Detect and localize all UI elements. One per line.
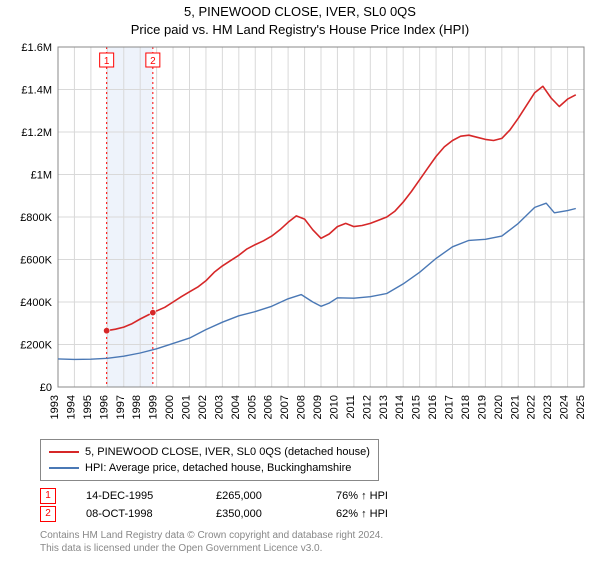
svg-text:2009: 2009 (312, 395, 324, 419)
legend-label: HPI: Average price, detached house, Buck… (85, 460, 351, 476)
svg-text:2001: 2001 (181, 395, 193, 419)
svg-text:1: 1 (104, 56, 110, 67)
svg-text:2002: 2002 (197, 395, 209, 419)
page-title-subtitle: Price paid vs. HM Land Registry's House … (0, 22, 600, 37)
svg-text:2008: 2008 (296, 395, 308, 419)
legend: 5, PINEWOOD CLOSE, IVER, SL0 0QS (detach… (40, 439, 379, 481)
price-chart: £0 £200K £400K £600K £800K £1M £1.2M £1.4M £1.6M… (10, 43, 590, 435)
svg-text:£1.2M: £1.2M (21, 127, 52, 139)
svg-text:£600K: £600K (20, 255, 52, 267)
svg-text:2006: 2006 (263, 395, 275, 419)
page-title-address: 5, PINEWOOD CLOSE, IVER, SL0 0QS (0, 4, 600, 19)
svg-text:1996: 1996 (98, 395, 110, 419)
svg-text:2016: 2016 (427, 395, 439, 419)
svg-text:2005: 2005 (246, 395, 258, 419)
svg-text:2017: 2017 (444, 395, 456, 419)
svg-text:2025: 2025 (575, 395, 587, 419)
svg-text:1999: 1999 (148, 395, 160, 419)
sale-row: 1 14-DEC-1995 £265,000 76% ↑ HPI (40, 487, 600, 505)
svg-text:£200K: £200K (20, 340, 52, 352)
svg-text:1997: 1997 (115, 395, 127, 419)
svg-text:2020: 2020 (493, 395, 505, 419)
sale-delta: 62% ↑ HPI (336, 505, 388, 523)
legend-swatch (49, 451, 79, 453)
svg-text:2014: 2014 (394, 395, 406, 419)
sale-delta: 76% ↑ HPI (336, 487, 388, 505)
svg-text:2023: 2023 (542, 395, 554, 419)
sale-date: 14-DEC-1995 (86, 487, 186, 505)
svg-text:2007: 2007 (279, 395, 291, 419)
legend-label: 5, PINEWOOD CLOSE, IVER, SL0 0QS (detach… (85, 444, 370, 460)
svg-text:£1M: £1M (31, 170, 52, 182)
legend-swatch (49, 467, 79, 469)
svg-text:2004: 2004 (230, 395, 242, 419)
svg-text:2003: 2003 (213, 395, 225, 419)
svg-text:2000: 2000 (164, 395, 176, 419)
svg-text:2024: 2024 (559, 395, 571, 419)
svg-text:2011: 2011 (345, 395, 357, 419)
svg-text:2022: 2022 (526, 395, 538, 419)
sale-row: 2 08-OCT-1998 £350,000 62% ↑ HPI (40, 505, 600, 523)
svg-text:2015: 2015 (411, 395, 423, 419)
svg-text:1994: 1994 (65, 395, 77, 419)
svg-text:£1.6M: £1.6M (21, 43, 52, 54)
svg-text:1995: 1995 (82, 395, 94, 419)
svg-text:2: 2 (150, 56, 156, 67)
sale-marker: 1 (40, 488, 56, 504)
svg-text:2012: 2012 (361, 395, 373, 419)
attribution: Contains HM Land Registry data © Crown c… (40, 529, 600, 555)
sale-marker: 2 (40, 506, 56, 522)
svg-text:£0: £0 (40, 382, 52, 394)
legend-item: 5, PINEWOOD CLOSE, IVER, SL0 0QS (detach… (49, 444, 370, 460)
svg-text:2019: 2019 (476, 395, 488, 419)
svg-text:2010: 2010 (328, 395, 340, 419)
sales-table: 1 14-DEC-1995 £265,000 76% ↑ HPI 2 08-OCT-199… (40, 487, 600, 523)
svg-text:£800K: £800K (20, 212, 52, 224)
sale-price: £350,000 (216, 505, 306, 523)
sale-price: £265,000 (216, 487, 306, 505)
svg-text:1993: 1993 (49, 395, 61, 419)
svg-text:2021: 2021 (509, 395, 521, 419)
svg-text:2013: 2013 (378, 395, 390, 419)
svg-text:1998: 1998 (131, 395, 143, 419)
svg-text:£400K: £400K (20, 297, 52, 309)
attribution-line1: Contains HM Land Registry data © Crown c… (40, 529, 600, 542)
svg-text:£1.4M: £1.4M (21, 85, 52, 97)
chart-svg: £0 £200K £400K £600K £800K £1M £1.2M £1.4M £1.6M… (10, 43, 590, 435)
sale-date: 08-OCT-1998 (86, 505, 186, 523)
legend-item: HPI: Average price, detached house, Buck… (49, 460, 370, 476)
attribution-line2: This data is licensed under the Open Gov… (40, 542, 600, 555)
svg-text:2018: 2018 (460, 395, 472, 419)
